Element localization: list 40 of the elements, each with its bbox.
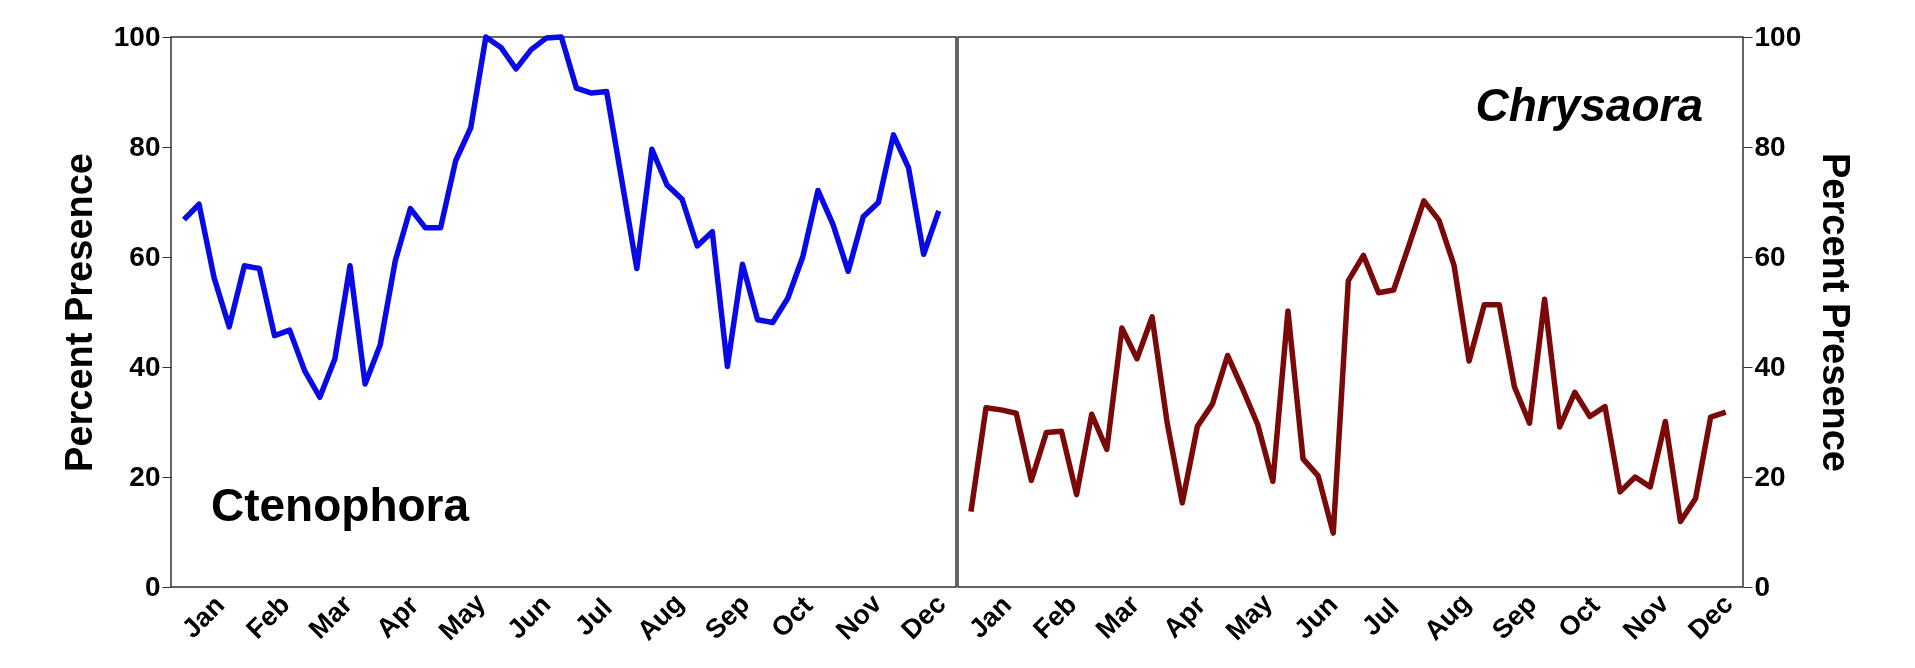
x-tick-label: Dec	[1682, 588, 1739, 645]
y-tick-label: 60	[129, 240, 161, 272]
y-tick-label: 80	[129, 130, 161, 162]
y2-tick-label: 80	[1754, 130, 1786, 162]
series-label: Chrysaora	[1475, 79, 1703, 131]
x-tick-label: Jun	[1288, 589, 1344, 645]
y-tick-label: 0	[144, 570, 161, 602]
y2-tick-label: 40	[1754, 350, 1786, 382]
x-tick-label: Apr	[1157, 589, 1212, 644]
x-tick-label: Feb	[1027, 589, 1083, 645]
x-tick-label: Jan	[176, 589, 231, 644]
x-tick-label: Nov	[1617, 588, 1675, 646]
x-tick-label: Aug	[631, 587, 690, 646]
y2-tick-label: 20	[1754, 460, 1786, 492]
y-tick-label: 100	[113, 20, 161, 52]
x-tick-label: Dec	[895, 588, 952, 645]
y-tick-label: 20	[129, 460, 161, 492]
x-tick-label: Oct	[765, 590, 819, 644]
x-tick-label: Mar	[1089, 588, 1146, 645]
y2-axis-title: Percent Presence	[1815, 153, 1858, 472]
y2-tick-label: 100	[1754, 20, 1802, 52]
x-tick-label: Jul	[569, 592, 618, 642]
y2-tick-label: 60	[1754, 240, 1786, 272]
x-tick-label: Sep	[699, 588, 756, 645]
x-tick-label: Oct	[1552, 590, 1606, 644]
x-tick-label: Mar	[302, 588, 359, 645]
x-tick-label: Sep	[1486, 588, 1543, 645]
y2-tick-label: 0	[1754, 570, 1771, 602]
y-tick-label: 40	[129, 350, 161, 382]
x-tick-label: Jul	[1356, 592, 1405, 642]
text: Ctenophora	[211, 479, 470, 531]
x-tick-label: Aug	[1418, 587, 1477, 646]
y-axis-title: Percent Presence	[57, 153, 100, 472]
x-tick-label: Jan	[963, 589, 1018, 644]
x-tick-label: May	[432, 587, 492, 646]
x-tick-label: Feb	[240, 589, 296, 645]
x-tick-label: Nov	[830, 588, 888, 646]
x-tick-label: Jun	[501, 589, 557, 645]
x-tick-label: May	[1219, 587, 1279, 646]
x-tick-label: Apr	[370, 589, 425, 644]
